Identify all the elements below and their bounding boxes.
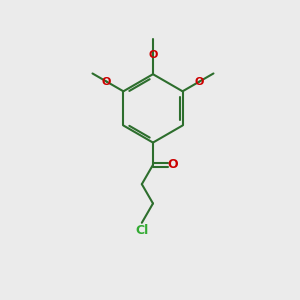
Text: O: O xyxy=(195,76,204,87)
Text: O: O xyxy=(167,158,178,171)
Text: O: O xyxy=(148,50,158,60)
Text: O: O xyxy=(102,76,111,87)
Text: Cl: Cl xyxy=(135,224,148,237)
